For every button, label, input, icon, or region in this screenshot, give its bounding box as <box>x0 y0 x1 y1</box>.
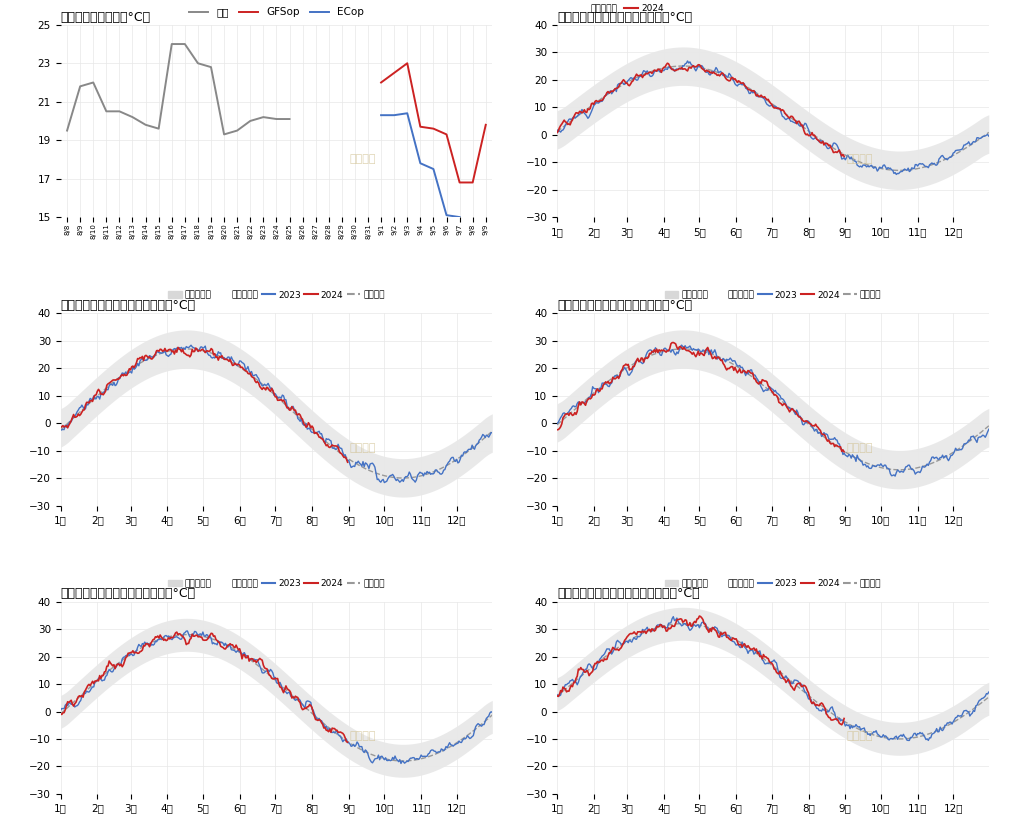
ECop <box>388 110 401 120</box>
Text: 大地期货: 大地期货 <box>349 442 376 453</box>
Legend: 历史最高值, 历史最低值, 2023, 2024, 历史均值: 历史最高值, 历史最低值, 2023, 2024, 历史均值 <box>570 0 712 17</box>
历史 <box>100 107 112 117</box>
历史 <box>139 120 151 130</box>
GFSop <box>388 68 401 78</box>
ECop <box>402 108 414 118</box>
GFSop <box>428 124 440 134</box>
Line: GFSop: GFSop <box>381 64 485 183</box>
历史 <box>179 39 191 49</box>
Text: 中国新隤塔城五天移动平均气温（°C）: 中国新隤塔城五天移动平均气温（°C） <box>61 299 196 312</box>
历史 <box>192 58 204 69</box>
Text: 中国新隤博州五天移动平均气温（°C）: 中国新隤博州五天移动平均气温（°C） <box>61 587 196 600</box>
Legend: 历史最高值, 历史最低值, 2023, 2024, 历史均值: 历史最高值, 历史最低值, 2023, 2024, 历史均值 <box>661 287 885 304</box>
Text: 大地期货: 大地期货 <box>349 155 376 165</box>
Text: 大地期货: 大地期货 <box>846 442 873 453</box>
GFSop <box>466 178 478 188</box>
历史 <box>244 116 256 126</box>
Text: 大地期货: 大地期货 <box>349 731 376 741</box>
ECop <box>415 158 427 168</box>
GFSop <box>479 120 491 130</box>
ECop <box>428 164 440 174</box>
Line: 历史: 历史 <box>67 44 290 135</box>
Text: 中国新隤昌吉五天移动平均气温（°C）: 中国新隤昌吉五天移动平均气温（°C） <box>557 299 692 312</box>
Text: 中国新隤巴州五天移动平均气温（°C）: 中国新隤巴州五天移动平均气温（°C） <box>557 11 692 24</box>
历史 <box>152 124 164 134</box>
ECop <box>453 213 465 222</box>
历史 <box>74 81 86 91</box>
Legend: 历史最高值, 历史最低值, 2023, 2024, 历史均值: 历史最高值, 历史最低值, 2023, 2024, 历史均值 <box>164 287 388 304</box>
GFSop <box>441 130 453 140</box>
Text: 大地期货: 大地期货 <box>846 155 873 165</box>
历史 <box>165 39 178 49</box>
Text: 新隤预测平均气温（°C）: 新隤预测平均气温（°C） <box>61 11 150 24</box>
Line: ECop: ECop <box>381 113 459 218</box>
历史 <box>205 62 217 72</box>
历史 <box>113 107 125 117</box>
历史 <box>284 114 296 124</box>
历史 <box>87 78 99 88</box>
历史 <box>61 126 73 136</box>
历史 <box>218 130 230 140</box>
Legend: 历史最高值, 历史最低值, 2023, 2024, 历史均值: 历史最高值, 历史最低值, 2023, 2024, 历史均值 <box>164 576 388 591</box>
Legend: 历史最高值, 历史最低值, 2023, 2024, 历史均值: 历史最高值, 历史最低值, 2023, 2024, 历史均值 <box>661 576 885 591</box>
GFSop <box>375 78 387 88</box>
GFSop <box>402 58 414 69</box>
GFSop <box>453 178 465 188</box>
历史 <box>231 126 243 136</box>
Text: 中国新隤阿克苏五天移动平均气温（°C）: 中国新隤阿克苏五天移动平均气温（°C） <box>557 587 699 600</box>
历史 <box>270 114 283 124</box>
ECop <box>375 110 387 120</box>
Legend: 历史, GFSop, ECop: 历史, GFSop, ECop <box>185 3 368 22</box>
Text: 大地期货: 大地期货 <box>846 731 873 741</box>
GFSop <box>415 122 427 131</box>
历史 <box>257 112 269 122</box>
历史 <box>126 112 138 122</box>
ECop <box>441 210 453 220</box>
